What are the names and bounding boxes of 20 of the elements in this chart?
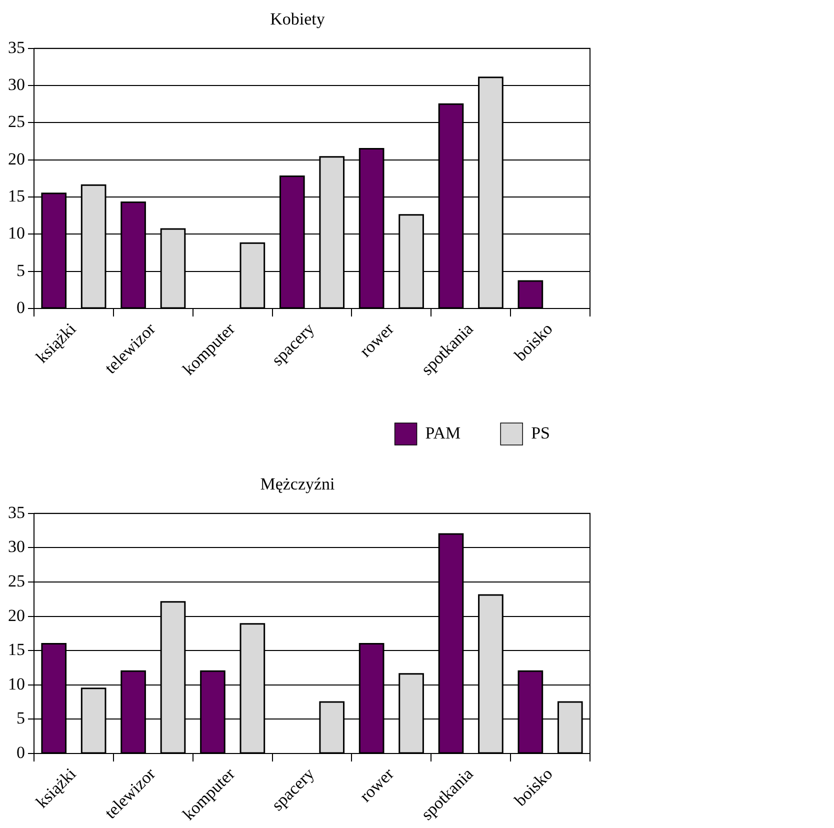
y-tick-label: 20 bbox=[8, 606, 25, 625]
y-tick-label: 15 bbox=[8, 640, 25, 660]
y-tick-label: 35 bbox=[8, 38, 25, 57]
chart-title: Mężczyźni bbox=[260, 474, 336, 494]
y-tick-label: 25 bbox=[8, 571, 25, 590]
y-tick-label: 30 bbox=[8, 537, 25, 556]
y-tick-label: 5 bbox=[16, 260, 25, 280]
legend-label: PAM bbox=[425, 423, 461, 442]
y-tick-label: 0 bbox=[16, 742, 25, 762]
y-tick-label: 30 bbox=[8, 75, 25, 94]
y-tick-label: 35 bbox=[8, 502, 25, 522]
y-tick-label: 10 bbox=[8, 674, 25, 694]
y-tick-label: 0 bbox=[16, 298, 25, 317]
y-tick-label: 20 bbox=[8, 149, 25, 168]
legend-label: PS bbox=[531, 423, 550, 442]
y-tick-label: 15 bbox=[8, 186, 25, 206]
y-tick-label: 25 bbox=[8, 112, 25, 132]
y-tick-label: 10 bbox=[8, 224, 25, 243]
chart-title: Kobiety bbox=[270, 10, 326, 29]
y-tick-label: 5 bbox=[16, 708, 25, 728]
